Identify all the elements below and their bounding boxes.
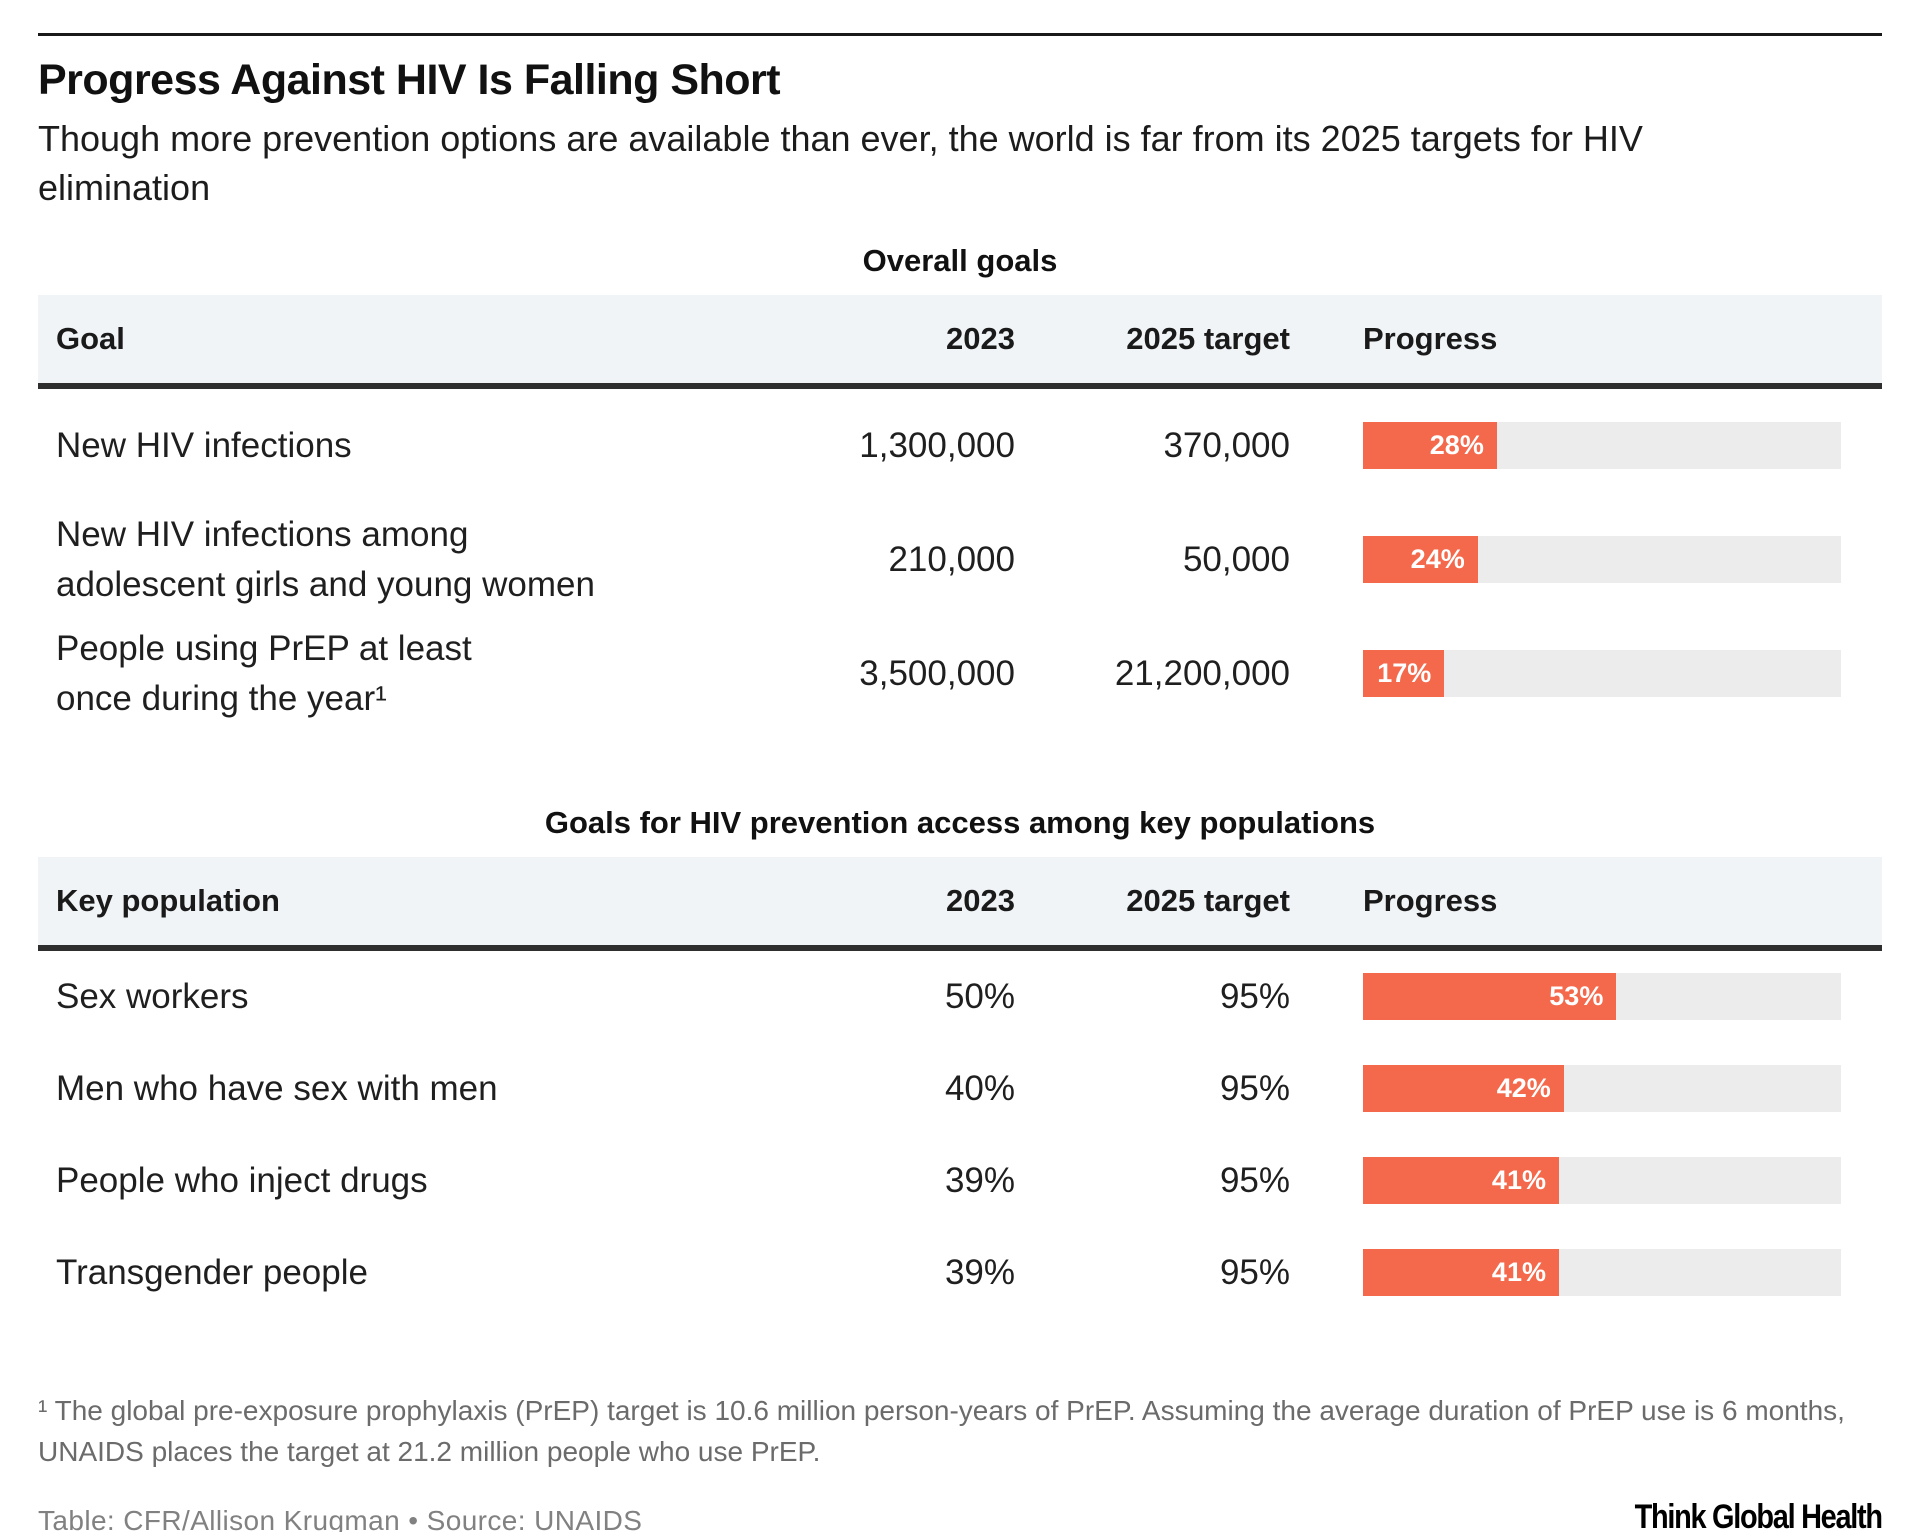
think-global-health-logo: Think Global Health: [1634, 1498, 1883, 1532]
progress-cell: 41%: [1290, 1157, 1841, 1205]
row-label: Sex workers: [56, 977, 249, 1017]
table-header-row: Key population 2023 2025 target Progress: [38, 856, 1882, 951]
progress-label: 41%: [1491, 1257, 1546, 1288]
row-value-2023: 3,500,000: [859, 653, 1015, 693]
progress-label: 41%: [1491, 1165, 1546, 1196]
progress-label: 42%: [1496, 1073, 1551, 1104]
row-value-target: 95%: [1219, 1252, 1290, 1292]
column-header-goal: Goal: [56, 320, 125, 356]
table-row: Transgender people 39% 95% 41%: [38, 1227, 1882, 1319]
table-row: People who inject drugs 39% 95% 41%: [38, 1135, 1882, 1227]
page-title: Progress Against HIV Is Falling Short: [38, 56, 781, 104]
progress-bar-track: 28%: [1363, 422, 1841, 470]
progress-cell: 24%: [1290, 536, 1841, 584]
section-title-overall-goals: Overall goals: [862, 242, 1058, 278]
row-value-target: 95%: [1219, 1068, 1290, 1108]
progress-cell: 42%: [1290, 1065, 1841, 1113]
progress-bar-fill: 28%: [1363, 422, 1497, 470]
progress-bar-fill: 42%: [1363, 1065, 1564, 1113]
key-populations-table: Goals for HIV prevention access among ke…: [38, 805, 1882, 1319]
progress-bar-fill: 41%: [1363, 1157, 1559, 1205]
row-label: New HIV infections: [56, 426, 352, 466]
progress-cell: 41%: [1290, 1249, 1841, 1297]
row-value-2023: 50%: [944, 976, 1015, 1016]
progress-bar-fill: 53%: [1363, 973, 1617, 1021]
row-label: People using PrEP at least once during t…: [56, 629, 472, 718]
row-value-target: 370,000: [1163, 425, 1290, 465]
row-label: Men who have sex with men: [56, 1069, 498, 1109]
row-value-2023: 210,000: [888, 539, 1015, 579]
credit-line: Table: CFR/Allison Krugman • Source: UNA…: [38, 1505, 643, 1532]
column-header-2025-target: 2025 target: [1126, 882, 1290, 918]
progress-cell: 53%: [1290, 973, 1841, 1021]
row-label: People who inject drugs: [56, 1161, 428, 1201]
section-title-key-populations: Goals for HIV prevention access among ke…: [544, 804, 1376, 840]
row-value-target: 95%: [1219, 1160, 1290, 1200]
row-value-2023: 39%: [944, 1160, 1015, 1200]
progress-cell: 17%: [1290, 650, 1841, 698]
progress-bar-track: 24%: [1363, 536, 1841, 584]
progress-bar-track: 42%: [1363, 1065, 1841, 1113]
progress-label: 28%: [1429, 430, 1484, 461]
row-value-2023: 40%: [944, 1068, 1015, 1108]
row-value-2023: 1,300,000: [859, 425, 1015, 465]
top-rule: [38, 33, 1882, 36]
table-row: New HIV infections 1,300,000 370,000 28%: [38, 389, 1882, 503]
row-value-2023: 39%: [944, 1252, 1015, 1292]
table-row: New HIV infections among adolescent girl…: [38, 503, 1882, 617]
column-header-progress: Progress: [1363, 882, 1498, 918]
progress-bar-fill: 17%: [1363, 650, 1445, 698]
row-value-target: 95%: [1219, 976, 1290, 1016]
progress-bar-fill: 24%: [1363, 536, 1478, 584]
overall-goals-table: Overall goals Goal 2023 2025 target Prog…: [38, 243, 1882, 731]
progress-label: 53%: [1549, 981, 1604, 1012]
column-header-progress: Progress: [1363, 320, 1498, 356]
column-header-2023: 2023: [946, 882, 1015, 918]
page-subtitle: Though more prevention options are avail…: [38, 118, 1643, 208]
footer: Table: CFR/Allison Krugman • Source: UNA…: [38, 1498, 1883, 1532]
progress-bar-track: 17%: [1363, 650, 1841, 698]
table-row: Men who have sex with men 40% 95% 42%: [38, 1043, 1882, 1135]
table-header-row: Goal 2023 2025 target Progress: [38, 294, 1882, 389]
progress-label: 24%: [1410, 544, 1465, 575]
row-label: New HIV infections among adolescent girl…: [56, 515, 595, 604]
table-row: Sex workers 50% 95% 53%: [38, 951, 1882, 1043]
progress-bar-track: 53%: [1363, 973, 1841, 1021]
progress-cell: 28%: [1290, 422, 1841, 470]
column-header-key-population: Key population: [56, 882, 280, 918]
footnote: ¹ The global pre-exposure prophylaxis (P…: [38, 1394, 1845, 1467]
column-header-2025-target: 2025 target: [1126, 320, 1290, 356]
row-value-target: 21,200,000: [1114, 653, 1290, 693]
progress-bar-fill: 41%: [1363, 1249, 1559, 1297]
table-row: People using PrEP at least once during t…: [38, 617, 1882, 731]
progress-label: 17%: [1377, 658, 1432, 689]
row-value-target: 50,000: [1182, 539, 1290, 579]
progress-bar-track: 41%: [1363, 1249, 1841, 1297]
progress-bar-track: 41%: [1363, 1157, 1841, 1205]
column-header-2023: 2023: [946, 320, 1015, 356]
row-label: Transgender people: [56, 1253, 368, 1293]
